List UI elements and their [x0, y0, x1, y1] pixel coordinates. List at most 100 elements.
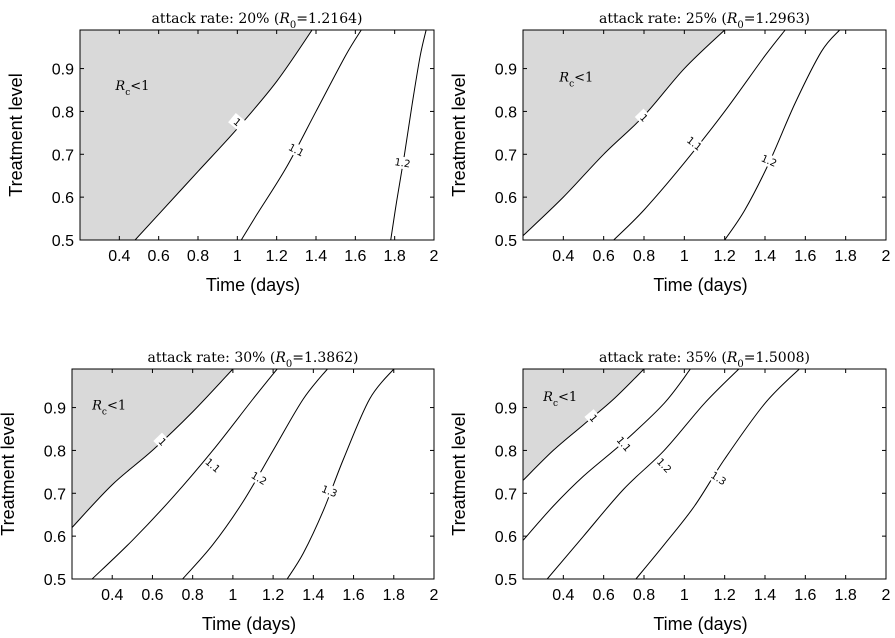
rc-below-one-region — [80, 30, 313, 240]
y-tick-label: 0.6 — [495, 190, 517, 207]
x-tick-label: 1 — [680, 248, 689, 265]
axes-frame — [79, 29, 435, 241]
x-tick-label: 0.8 — [187, 248, 209, 265]
contour-line-1.2 — [546, 369, 740, 579]
x-tick-label: 0.6 — [141, 587, 163, 604]
x-tick-label: 2 — [882, 248, 891, 265]
contour-line-1.3 — [635, 369, 800, 579]
y-tick-label: 0.5 — [52, 233, 74, 250]
y-tick-label: 0.8 — [495, 443, 517, 460]
x-tick-label: 1 — [233, 248, 242, 265]
contour-label-1.3: 1.3 — [708, 470, 727, 488]
x-axis-label: Time (days) — [653, 614, 747, 634]
x-tick-label: 0.4 — [108, 248, 130, 265]
x-tick-label: 1.4 — [302, 587, 324, 604]
x-tick-label: 1.6 — [794, 248, 816, 265]
subplot-title: attack rate: 20% (R0=1.2164) — [152, 11, 363, 31]
x-tick-label: 2 — [430, 587, 439, 604]
y-tick-label: 0.9 — [44, 401, 66, 418]
contour-label-1.2: 1.2 — [394, 157, 412, 170]
contour-line-1.2 — [724, 30, 841, 240]
contour-line-1.1 — [240, 30, 362, 240]
x-axis-label: Time (days) — [206, 275, 300, 295]
contour-label-bg — [249, 469, 269, 488]
rc-region-label: Rc<1 — [114, 79, 149, 98]
axes-frame — [522, 29, 887, 241]
contour-label-1.1: 1.1 — [614, 435, 633, 454]
contour-line-1 — [523, 30, 726, 237]
contour-label-1.2: 1.2 — [759, 153, 778, 169]
contour-label-1: 1 — [231, 117, 243, 130]
y-tick-label: 0.7 — [44, 486, 66, 503]
contour-label-bg — [654, 456, 674, 475]
x-tick-label: 1 — [680, 587, 689, 604]
subplot-3: 11.11.21.30.4 0.6 0.8 1 1.2 1.4 1.6 1.8 20.50.60… — [0, 350, 439, 634]
x-tick-label: 2 — [882, 587, 891, 604]
contour-label-bg — [614, 434, 633, 454]
contour-label-1.2: 1.2 — [249, 470, 268, 488]
subplot-1: 1 1.1 1.2 0.4 0.6 0.8 1 1.2 1.4 1.6 1.8 2 0.5 0.6 0.7 0… — [6, 11, 439, 295]
y-tick-label: 0.8 — [52, 104, 74, 121]
axes-frame — [71, 368, 435, 580]
y-tick-label: 0.5 — [495, 572, 517, 589]
x-tick-label: 1.4 — [305, 248, 327, 265]
y-axis-label: Treatment level — [6, 73, 26, 196]
y-tick-label: 0.5 — [44, 572, 66, 589]
x-tick-label: 0.4 — [552, 248, 574, 265]
subplot-title: attack rate: 25% (R0=1.2963) — [599, 11, 810, 31]
contour-label-bg — [634, 108, 654, 128]
x-tick-label: 1 — [228, 587, 237, 604]
contour-line-1.1 — [613, 30, 786, 240]
contour-line-1.3 — [286, 369, 395, 579]
x-tick-label: 1.8 — [384, 248, 406, 265]
contour-line-1.1 — [523, 369, 691, 541]
contour-label-bg — [685, 134, 704, 153]
x-tick-label: 0.8 — [633, 248, 655, 265]
x-tick-label: 1.6 — [794, 587, 816, 604]
subplot-2: 11.11.20.4 0.6 0.8 1 1.2 1.4 1.6 1.8 20.50.60.70… — [449, 11, 891, 295]
subplot-4: 1 1.1 1.2 1.3 0.4 0.6 0.8 1 1.2 1.4 1.6 1.8 2 0.5 0.6 0… — [449, 350, 891, 634]
contour-label-1.2: 1.2 — [654, 457, 673, 476]
axes-frame — [522, 368, 887, 580]
x-tick-label: 1.4 — [754, 587, 776, 604]
y-axis-label: Treatment level — [449, 412, 469, 535]
contour-line-1 — [134, 30, 313, 240]
x-tick-label: 0.4 — [101, 587, 123, 604]
contour-line-1.1 — [91, 369, 278, 579]
y-tick-label: 0.8 — [495, 104, 517, 121]
contour-label-bg — [584, 409, 603, 428]
x-tick-label: 1.8 — [835, 248, 857, 265]
y-axis-label: Treatment level — [449, 73, 469, 196]
x-tick-label: 1.6 — [344, 248, 366, 265]
contour-line-1 — [523, 369, 645, 481]
rc-region-label: Rc<1 — [558, 70, 593, 89]
rc-region-label: Rc<1 — [542, 390, 577, 409]
contour-label-1.3: 1.3 — [320, 484, 339, 500]
x-tick-label: 1.2 — [714, 248, 736, 265]
y-tick-label: 0.7 — [495, 486, 517, 503]
contour-label-1.1: 1.1 — [286, 142, 305, 159]
contour-label-bg — [320, 483, 339, 500]
rc-below-one-region — [523, 369, 644, 481]
y-tick-label: 0.6 — [52, 190, 74, 207]
contour-label-bg — [203, 456, 222, 475]
x-tick-label: 1.4 — [754, 248, 776, 265]
x-tick-label: 1.2 — [266, 248, 288, 265]
y-tick-label: 0.9 — [495, 401, 517, 418]
x-tick-label: 0.4 — [552, 587, 574, 604]
y-tick-label: 0.7 — [495, 147, 517, 164]
x-tick-label: 1.6 — [342, 587, 364, 604]
x-tick-label: 0.8 — [633, 587, 655, 604]
contour-label-bg — [394, 155, 411, 170]
y-tick-label: 0.6 — [44, 529, 66, 546]
x-tick-label: 2 — [430, 248, 439, 265]
contour-label-bg — [228, 113, 247, 132]
x-tick-label: 0.6 — [593, 587, 615, 604]
contour-line-1.2 — [390, 30, 427, 240]
subplot-title: attack rate: 35% (R0=1.5008) — [599, 350, 810, 370]
x-tick-label: 0.8 — [182, 587, 204, 604]
y-tick-label: 0.5 — [495, 233, 517, 250]
y-tick-label: 0.8 — [44, 443, 66, 460]
y-axis-label: Treatment level — [0, 412, 18, 535]
